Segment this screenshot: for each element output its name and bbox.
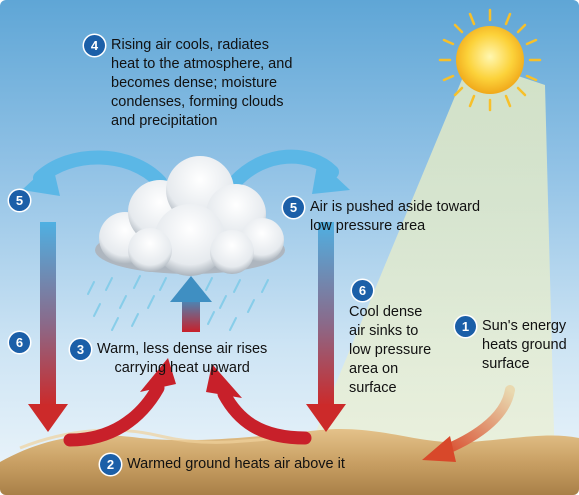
step-2-label: Warmed ground heats air above it bbox=[127, 456, 345, 472]
rising-air-arrow bbox=[182, 298, 200, 332]
sunlight-beam bbox=[300, 60, 555, 470]
right-sinking-arrow bbox=[318, 222, 334, 406]
step-2-group: 2 Warmed ground heats air above it bbox=[100, 454, 345, 475]
step-1-group: 1 Sun's energy heats ground surface bbox=[455, 316, 567, 374]
step-4-label: Rising air cools, radiates heat to the a… bbox=[111, 37, 293, 129]
left-sinking-arrow bbox=[40, 222, 56, 406]
step-3-badge: 3 bbox=[70, 339, 91, 360]
step-1-badge: 1 bbox=[455, 316, 476, 337]
rain-streaks bbox=[87, 275, 269, 331]
step-1-label: Sun's energy heats ground surface bbox=[482, 318, 567, 372]
step-5-right-badge: 5 bbox=[283, 197, 304, 218]
step-5-right-group: 5 Air is pushed aside toward low pressur… bbox=[283, 197, 481, 236]
step-6-right-badge: 6 bbox=[352, 280, 373, 301]
step-5-right-label: Air is pushed aside toward low pressure … bbox=[310, 199, 481, 234]
step-5-left-badge: 5 bbox=[9, 190, 30, 211]
sun-icon bbox=[438, 8, 542, 112]
step-6-right-label: Cool dense air sinks to low pressure are… bbox=[349, 304, 432, 396]
step-6-left-badge: 6 bbox=[9, 332, 30, 353]
step-4-badge: 4 bbox=[84, 35, 105, 56]
step-3-group: 3 Warm, less dense air rises carrying he… bbox=[70, 339, 268, 378]
top-left-flow-arrow bbox=[33, 150, 167, 189]
rain-cloud-icon bbox=[95, 156, 285, 276]
step-2-badge: 2 bbox=[100, 454, 121, 475]
step-4-group: 4 Rising air cools, radiates heat to the… bbox=[84, 35, 293, 131]
step-3-label: Warm, less dense air rises carrying heat… bbox=[97, 341, 268, 376]
left-warm-arrow bbox=[63, 381, 165, 447]
right-warm-arrow bbox=[217, 387, 312, 445]
ground-surface bbox=[0, 428, 579, 495]
